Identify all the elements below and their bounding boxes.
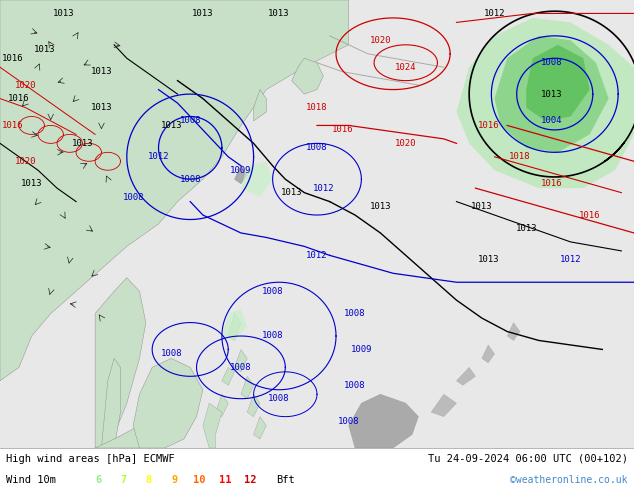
Text: 1008: 1008: [122, 193, 144, 201]
Text: 1013: 1013: [192, 9, 214, 18]
Polygon shape: [101, 358, 120, 448]
Text: 1008: 1008: [179, 117, 201, 125]
Text: 1012: 1012: [148, 152, 169, 161]
Text: 1016: 1016: [2, 121, 23, 130]
Polygon shape: [456, 368, 476, 385]
Text: 1009: 1009: [351, 345, 372, 354]
Text: 7: 7: [120, 474, 127, 485]
Text: Bft: Bft: [276, 474, 295, 485]
Text: 1013: 1013: [160, 121, 182, 130]
Polygon shape: [228, 314, 241, 341]
Polygon shape: [431, 394, 456, 416]
Text: 1012: 1012: [560, 255, 581, 264]
Polygon shape: [235, 349, 247, 372]
Text: 1013: 1013: [53, 9, 74, 18]
Polygon shape: [482, 345, 495, 363]
Polygon shape: [247, 394, 260, 416]
Text: 1008: 1008: [262, 332, 283, 341]
Polygon shape: [254, 90, 266, 121]
Polygon shape: [349, 394, 418, 448]
Text: 1008: 1008: [338, 416, 359, 426]
Text: 1016: 1016: [541, 179, 562, 188]
Text: 1013: 1013: [477, 255, 499, 264]
Text: 1020: 1020: [395, 139, 417, 148]
Text: 1016: 1016: [477, 121, 499, 130]
Polygon shape: [235, 166, 247, 184]
Text: 9: 9: [171, 474, 178, 485]
Text: 1013: 1013: [72, 139, 93, 148]
Polygon shape: [133, 358, 203, 448]
Polygon shape: [241, 161, 273, 197]
Text: 6: 6: [95, 474, 101, 485]
Text: ©weatheronline.co.uk: ©weatheronline.co.uk: [510, 474, 628, 485]
Polygon shape: [495, 36, 609, 152]
Text: 1016: 1016: [8, 94, 30, 103]
Polygon shape: [254, 416, 266, 439]
Text: 1012: 1012: [313, 184, 334, 193]
Polygon shape: [526, 45, 590, 121]
Polygon shape: [456, 18, 634, 188]
Text: Wind 10m: Wind 10m: [6, 474, 56, 485]
Text: 12: 12: [244, 474, 257, 485]
Text: 1016: 1016: [579, 211, 600, 220]
Text: 1012: 1012: [306, 251, 328, 260]
Text: 1008: 1008: [344, 309, 366, 318]
Text: 1012: 1012: [484, 9, 505, 18]
Text: 1008: 1008: [160, 349, 182, 358]
Text: 1013: 1013: [91, 67, 112, 76]
Polygon shape: [507, 322, 520, 341]
Text: 8: 8: [146, 474, 152, 485]
Polygon shape: [292, 58, 323, 94]
Text: 1020: 1020: [15, 81, 36, 90]
Polygon shape: [95, 278, 146, 448]
Text: 1013: 1013: [281, 188, 302, 197]
Text: 1013: 1013: [91, 103, 112, 112]
Text: 1013: 1013: [370, 201, 391, 211]
Text: 11: 11: [219, 474, 231, 485]
Text: 1009: 1009: [230, 166, 252, 175]
Text: 1013: 1013: [268, 9, 290, 18]
Text: 1013: 1013: [34, 45, 55, 54]
Text: 1018: 1018: [509, 152, 531, 161]
Text: 1016: 1016: [332, 125, 353, 134]
Text: 1008: 1008: [344, 381, 366, 390]
Text: 1008: 1008: [306, 144, 328, 152]
Polygon shape: [95, 416, 190, 448]
Text: 1016: 1016: [2, 54, 23, 63]
Text: 1020: 1020: [15, 157, 36, 166]
Text: 1008: 1008: [230, 363, 252, 372]
Text: 10: 10: [193, 474, 206, 485]
Text: 1004: 1004: [541, 117, 562, 125]
Text: 1008: 1008: [541, 58, 562, 67]
Polygon shape: [216, 394, 228, 416]
Text: 1013: 1013: [541, 90, 562, 98]
Text: 1018: 1018: [306, 103, 328, 112]
Polygon shape: [203, 403, 222, 448]
Polygon shape: [222, 309, 247, 341]
Text: 1008: 1008: [179, 175, 201, 184]
Text: Tu 24-09-2024 06:00 UTC (00+102): Tu 24-09-2024 06:00 UTC (00+102): [428, 454, 628, 464]
Text: 1024: 1024: [395, 63, 417, 72]
Text: 1013: 1013: [515, 224, 537, 233]
Text: 1013: 1013: [471, 201, 493, 211]
Text: 1008: 1008: [262, 287, 283, 295]
Text: 1020: 1020: [370, 36, 391, 45]
Polygon shape: [0, 0, 349, 381]
Polygon shape: [241, 376, 254, 399]
Text: 1013: 1013: [21, 179, 42, 188]
Text: 1008: 1008: [268, 394, 290, 403]
Text: High wind areas [hPa] ECMWF: High wind areas [hPa] ECMWF: [6, 454, 175, 464]
Polygon shape: [222, 368, 235, 385]
